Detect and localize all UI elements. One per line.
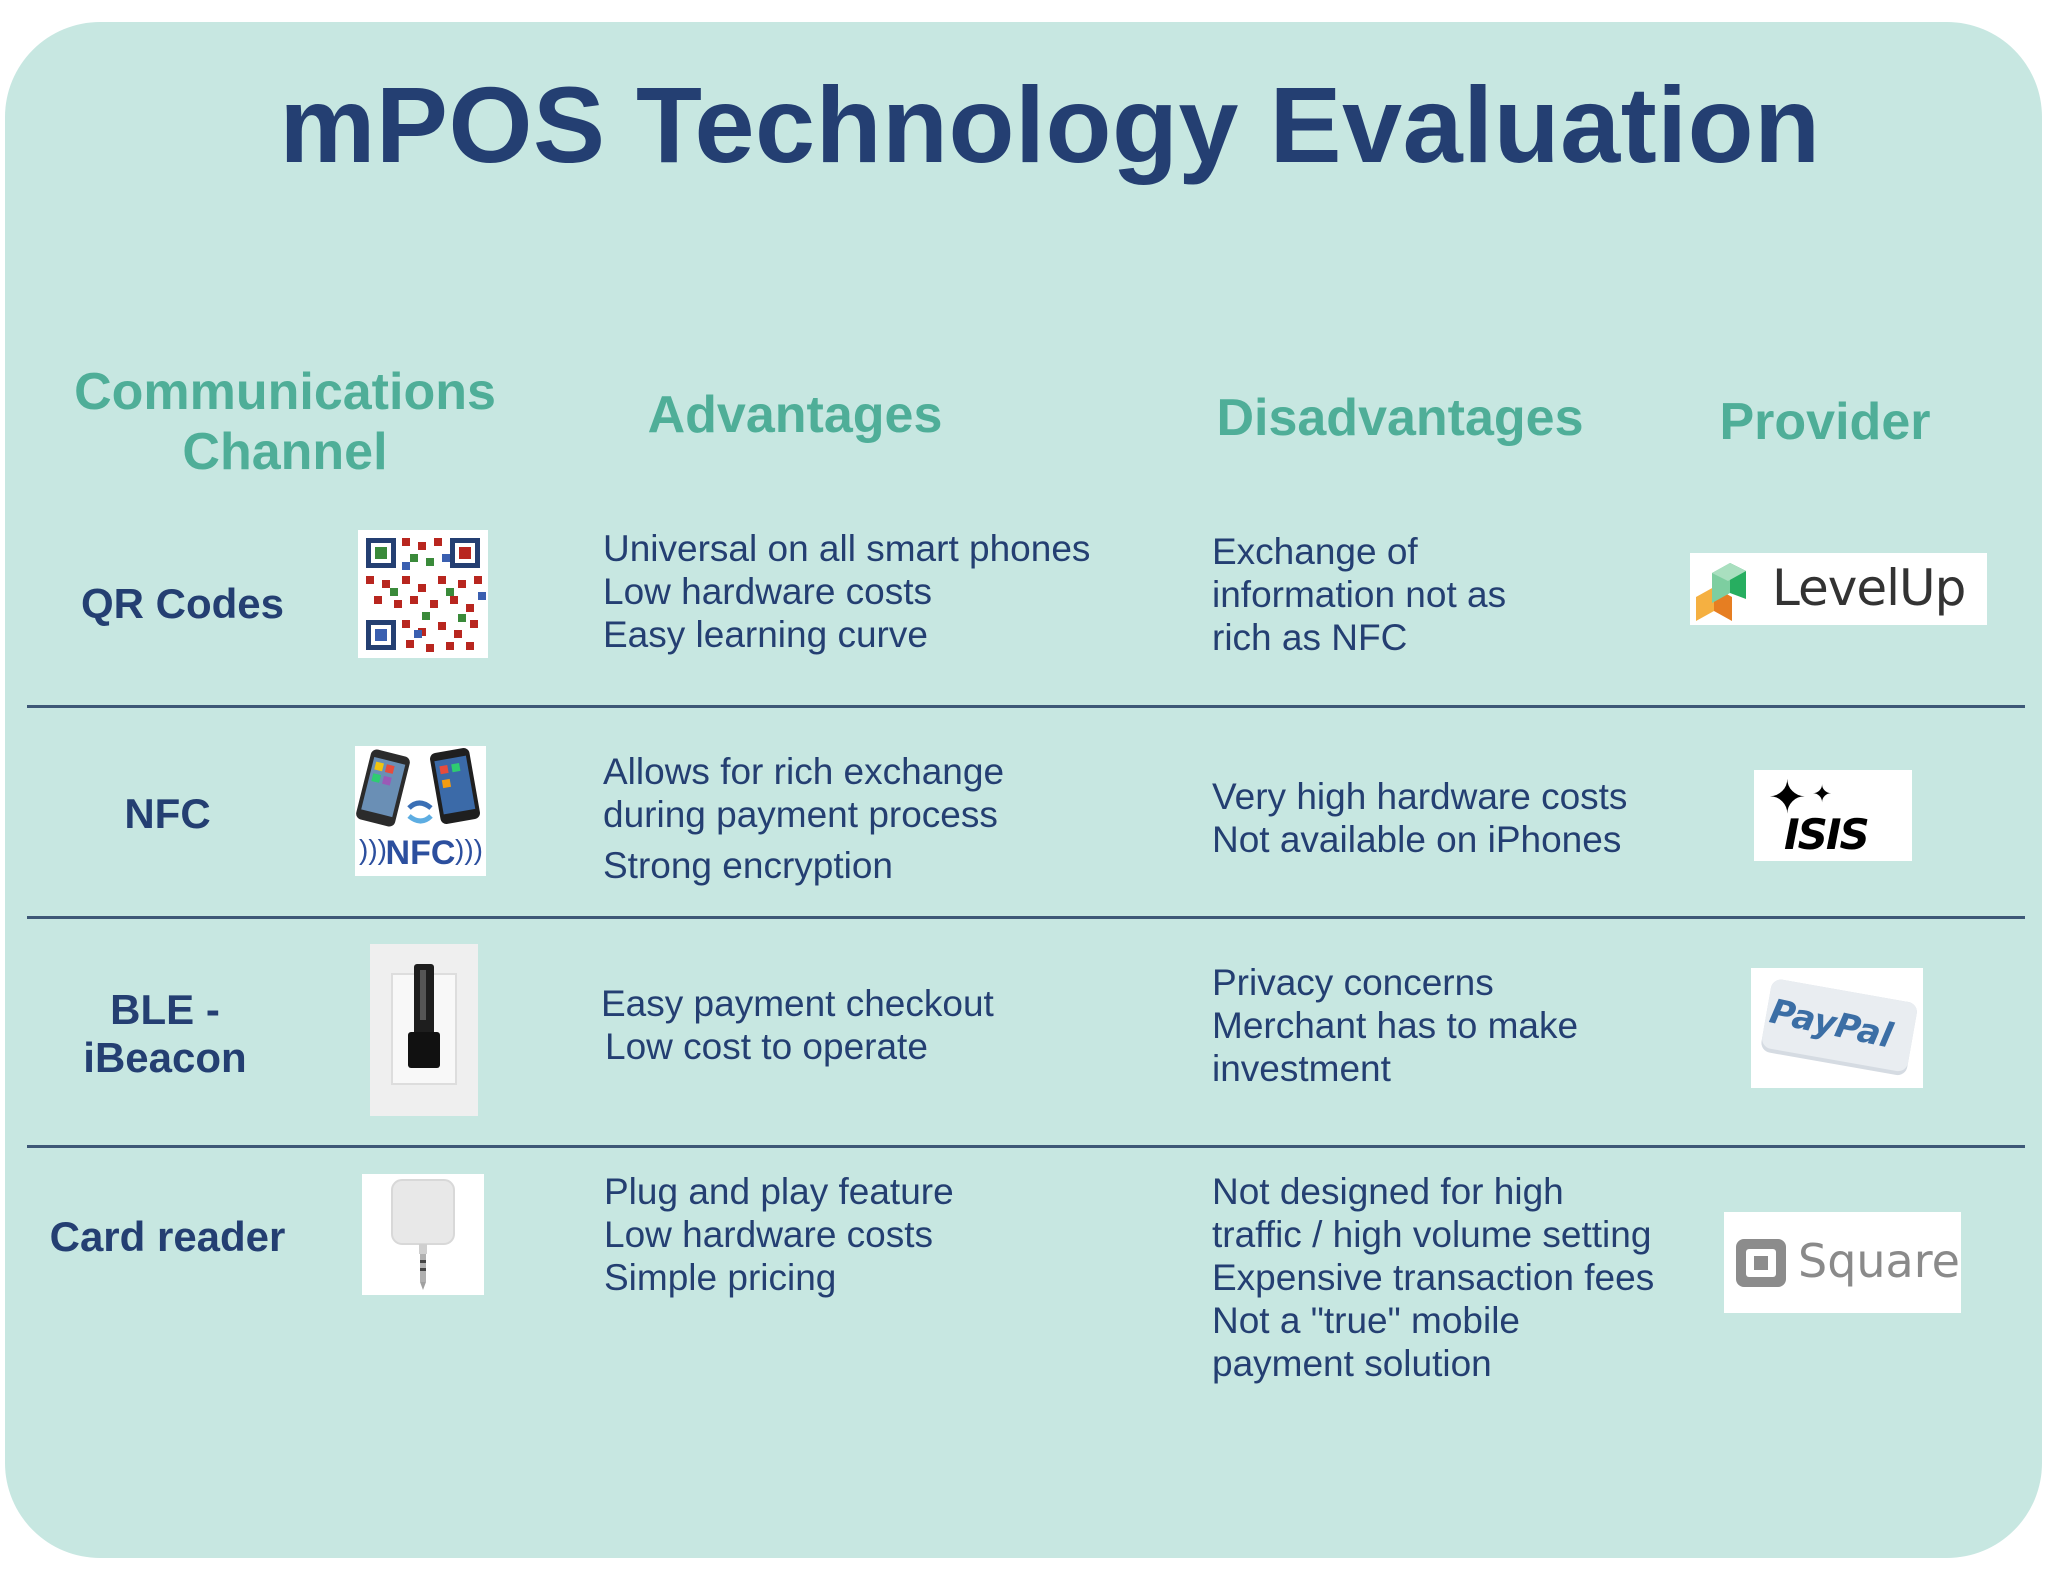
advantage-line: Strong encryption (603, 845, 894, 886)
header-channel-line-1: Communications (74, 363, 496, 421)
advantage-line: Simple pricing (604, 1257, 837, 1298)
disadvantage-line: traffic / high volume setting (1212, 1214, 1652, 1255)
disadvantage-line: rich as NFC (1212, 617, 1408, 658)
advantage-line: Plug and play feature (604, 1171, 954, 1212)
header-advantages: Advantages (647, 386, 943, 444)
ibeacon-device-icon (370, 944, 478, 1116)
advantage-line: Easy learning curve (603, 614, 928, 655)
isis-logo: ✦ ✦ ISIS (1754, 770, 1912, 861)
disadvantages-qr-codes: Exchange of information not as rich as N… (1212, 530, 1506, 659)
disadvantage-line: Not a "true" mobile (1212, 1300, 1521, 1341)
header-disadvantages: Disadvantages (1216, 389, 1584, 447)
disadvantages-ble-ibeacon: Privacy concerns Merchant has to make in… (1212, 961, 1578, 1090)
advantage-line: Low cost to operate (605, 1026, 928, 1067)
advantages-nfc: Allows for rich exchange during payment … (603, 750, 1004, 887)
disadvantage-line: investment (1212, 1048, 1391, 1089)
levelup-logo-text: LevelUp (1772, 559, 1966, 617)
row-label-ble-ibeacon: BLE - iBeacon (50, 986, 280, 1082)
disadvantage-line: Very high hardware costs (1212, 776, 1628, 817)
slide-card (5, 22, 2042, 1558)
advantage-line: Allows for rich exchange (603, 751, 1005, 792)
disadvantage-line: Exchange of (1212, 531, 1418, 572)
row-label-text: iBeacon (83, 1034, 247, 1081)
disadvantage-line: Expensive transaction fees (1212, 1257, 1655, 1298)
nfc-phones-icon: NFC ))) ))) (355, 746, 486, 876)
row-separator (27, 1145, 2025, 1148)
disadvantage-line: Merchant has to make (1212, 1005, 1579, 1046)
disadvantage-line: Privacy concerns (1212, 962, 1494, 1003)
row-label-nfc: NFC (60, 790, 275, 838)
star-icon: ✦ (1768, 771, 1807, 823)
header-provider: Provider (1719, 393, 1931, 451)
header-channel-line-2: Channel (182, 423, 388, 481)
row-label-text: Card reader (49, 1213, 286, 1260)
row-label-card-reader: Card reader (40, 1213, 295, 1261)
advantage-line: Universal on all smart phones (603, 528, 1091, 569)
nfc-logo-text: NFC (385, 834, 456, 872)
nfc-waves-right-icon: ))) (455, 834, 483, 865)
advantage-line: Low hardware costs (604, 1214, 934, 1255)
advantage-line: during payment process (603, 794, 998, 835)
disadvantage-line: Not designed for high (1212, 1171, 1564, 1212)
card-reader-icon (362, 1174, 484, 1295)
small-star-icon: ✦ (1812, 781, 1833, 808)
page-title: mPOS Technology Evaluation (279, 64, 1821, 185)
square-logo-text: Square (1798, 1234, 1960, 1288)
header-communications-channel: Communications Channel (40, 362, 530, 482)
nfc-waves-left-icon: ))) (359, 834, 387, 865)
square-logo: Square (1724, 1212, 1961, 1313)
disadvantages-nfc: Very high hardware costs Not available o… (1212, 775, 1627, 861)
row-separator (27, 916, 2025, 919)
disadvantage-line: Not available on iPhones (1212, 819, 1622, 860)
levelup-logo: LevelUp (1690, 553, 1987, 625)
row-label-text: QR Codes (80, 580, 285, 627)
disadvantages-card-reader: Not designed for high traffic / high vol… (1212, 1170, 1654, 1385)
advantage-line: Easy payment checkout (601, 983, 994, 1024)
row-separator (27, 705, 2025, 708)
row-label-qr-codes: QR Codes (60, 580, 305, 628)
isis-logo-text: ISIS (1784, 810, 1870, 859)
qr-code-icon (358, 530, 488, 658)
advantages-card-reader: Plug and play feature Low hardware costs… (604, 1170, 954, 1299)
paypal-logo: PayPal (1751, 968, 1923, 1088)
advantages-qr-codes: Universal on all smart phones Low hardwa… (603, 527, 1090, 656)
disadvantage-line: payment solution (1212, 1343, 1492, 1384)
disadvantage-line: information not as (1212, 574, 1507, 615)
advantage-line: Low hardware costs (603, 571, 933, 612)
row-label-text: NFC (124, 790, 211, 837)
advantages-ble-ibeacon: Easy payment checkout Low cost to operat… (601, 982, 994, 1068)
row-label-text: BLE - (110, 986, 220, 1033)
